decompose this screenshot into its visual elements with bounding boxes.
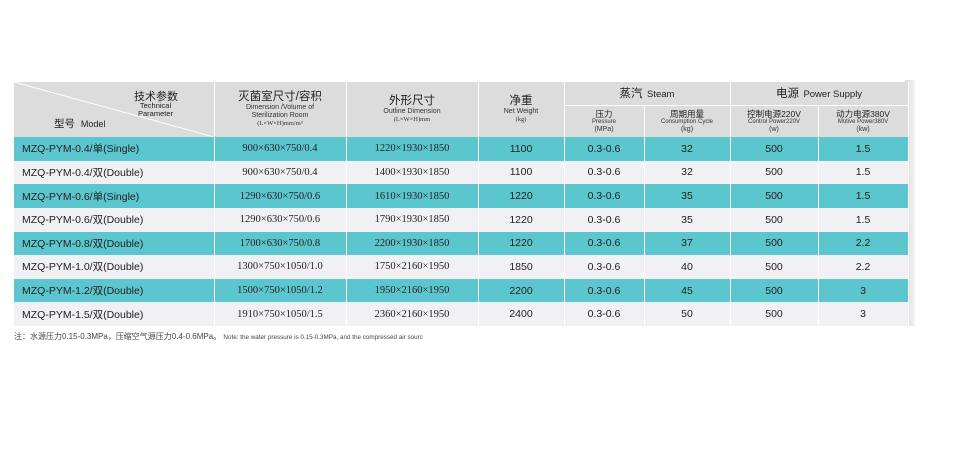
cell-motive-power: 3 [818,278,909,303]
cell-outline: 2360×2160×1950 [346,302,479,326]
table-row: MZQ-PYM-0.4/单(Single) 900×630×750/0.4 1220… [14,137,909,161]
cell-control-power: 500 [730,160,819,185]
header-power-control: 控制电源220V Control Power220V (w) [730,104,819,137]
cell-chamber: 1290×630×750/0.6 [214,184,347,208]
cell-steam-pressure: 0.3-0.6 [564,207,645,232]
cell-control-power: 500 [730,207,819,232]
header-power-motive: 动力电源380V Motive Power380V (kw) [818,104,909,137]
cell-motive-power: 1.5 [818,207,909,232]
table-body: MZQ-PYM-0.4/单(Single) 900×630×750/0.4 1220… [14,137,909,326]
cell-chamber: 900×630×750/0.4 [214,137,347,161]
cell-control-power: 500 [730,302,819,326]
header-steam-pressure: 压力 Pressure (MPa) [564,104,645,137]
cell-motive-power: 3 [818,302,909,326]
corner-tech-en: Technical Parameter [138,101,174,118]
cell-steam-pressure: 0.3-0.6 [564,278,645,303]
cell-motive-power: 2.2 [818,255,909,279]
cell-steam-consumption: 32 [644,137,731,161]
table-row: MZQ-PYM-0.4/双(Double) 900×630×750/0.4 1400… [14,160,909,185]
header-power: 电源 Power Supply [730,82,909,105]
corner-model-label: 型号 Model [54,118,106,130]
corner-tech-label: 技术参数 [134,91,178,103]
cell-chamber: 1910×750×1050/1.5 [214,302,347,326]
cell-control-power: 500 [730,184,819,208]
cell-outline: 1610×1930×1850 [346,184,479,208]
cell-steam-consumption: 35 [644,207,731,232]
cell-chamber: 1700×630×750/0.8 [214,231,347,256]
cell-motive-power: 1.5 [818,184,909,208]
cell-steam-consumption: 35 [644,184,731,208]
cell-outline: 1950×2160×1950 [346,278,479,303]
cell-steam-consumption: 32 [644,160,731,185]
cell-steam-pressure: 0.3-0.6 [564,302,645,326]
cell-outline: 1220×1930×1850 [346,137,479,161]
diagonal-divider [14,82,213,137]
cell-weight: 2200 [478,278,565,303]
header-weight: 净重 Net Weight (kg) [478,82,565,137]
cell-control-power: 500 [730,255,819,279]
cell-model: MZQ-PYM-0.4/单(Single) [14,137,215,161]
cell-steam-pressure: 0.3-0.6 [564,160,645,185]
cell-weight: 1850 [478,255,565,279]
cell-model: MZQ-PYM-1.0/双(Double) [14,255,215,279]
cell-outline: 2200×1930×1850 [346,231,479,256]
cell-motive-power: 1.5 [818,160,909,185]
cell-control-power: 500 [730,278,819,303]
cell-outline: 1790×1930×1850 [346,207,479,232]
table-row: MZQ-PYM-1.5/双(Double) 1910×750×1050/1.5 23… [14,302,909,326]
cell-steam-pressure: 0.3-0.6 [564,137,645,161]
cell-outline: 1750×2160×1950 [346,255,479,279]
cell-steam-pressure: 0.3-0.6 [564,255,645,279]
table-row: MZQ-PYM-0.6/单(Single) 1290×630×750/0.6 161… [14,184,909,208]
cell-motive-power: 1.5 [818,137,909,161]
table-row: MZQ-PYM-1.2/双(Double) 1500×750×1050/1.2 19… [14,278,909,303]
cell-model: MZQ-PYM-0.4/双(Double) [14,160,215,185]
cell-steam-consumption: 37 [644,231,731,256]
table-row: MZQ-PYM-0.8/双(Double) 1700×630×750/0.8 220… [14,231,909,256]
cell-weight: 1100 [478,137,565,161]
footnote: 注：水源压力0.15-0.3MPa，压缩空气源压力0.4-0.6MPa。 Not… [14,331,480,342]
cell-control-power: 500 [730,137,819,161]
cell-steam-pressure: 0.3-0.6 [564,184,645,208]
table-row: MZQ-PYM-0.6/双(Double) 1290×630×750/0.6 179… [14,207,909,232]
cell-weight: 1220 [478,184,565,208]
cell-motive-power: 2.2 [818,231,909,256]
cell-steam-pressure: 0.3-0.6 [564,231,645,256]
cell-model: MZQ-PYM-1.2/双(Double) [14,278,215,303]
cell-model: MZQ-PYM-0.8/双(Double) [14,231,215,256]
header-chamber: 灭菌室尺寸/容积 Dimension /Volume of Sterilizat… [214,82,347,137]
cell-steam-consumption: 45 [644,278,731,303]
cell-model: MZQ-PYM-1.5/双(Double) [14,302,215,326]
cell-chamber: 1290×630×750/0.6 [214,207,347,232]
cell-chamber: 900×630×750/0.4 [214,160,347,185]
cell-model: MZQ-PYM-0.6/单(Single) [14,184,215,208]
table-row: MZQ-PYM-1.0/双(Double) 1300×750×1050/1.0 17… [14,255,909,279]
cell-steam-consumption: 40 [644,255,731,279]
cell-weight: 2400 [478,302,565,326]
header-outline: 外形尺寸 Outline Dimension (L×W×H)mm [346,82,479,137]
spec-table: 技术参数 Technical Parameter 型号 Model 灭菌室尺寸/… [14,82,909,326]
footnote-cn: 注：水源压力0.15-0.3MPa，压缩空气源压力0.4-0.6MPa。 [14,332,222,341]
cell-weight: 1220 [478,207,565,232]
cell-control-power: 500 [730,231,819,256]
cell-steam-consumption: 50 [644,302,731,326]
footnote-en: Note: the water pressure is 0.15-0.3MPa,… [223,334,423,341]
cell-chamber: 1500×750×1050/1.2 [214,278,347,303]
cell-weight: 1220 [478,231,565,256]
table-shadow [905,80,915,326]
cell-model: MZQ-PYM-0.6/双(Double) [14,207,215,232]
cell-chamber: 1300×750×1050/1.0 [214,255,347,279]
header-steam-consumption: 周期用量 Consumption Cycle (kg) [644,104,731,137]
cell-weight: 1100 [478,160,565,185]
cell-outline: 1400×1930×1850 [346,160,479,185]
header-steam: 蒸汽 Steam [564,82,731,105]
table-header: 技术参数 Technical Parameter 型号 Model 灭菌室尺寸/… [14,82,909,137]
corner-header: 技术参数 Technical Parameter 型号 Model [14,82,215,137]
